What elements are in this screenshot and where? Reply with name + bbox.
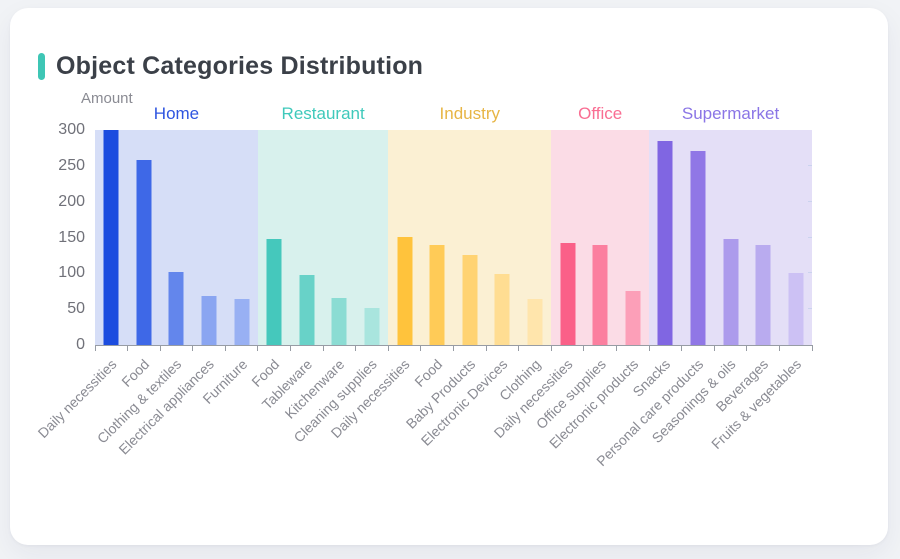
bar-supermarket-seasonings-oils[interactable]: [723, 238, 739, 345]
group-label-supermarket: Supermarket: [681, 104, 780, 123]
bar-restaurant-food[interactable]: [266, 238, 282, 345]
y-axis-title: Amount: [81, 90, 133, 107]
x-axis-tick: [290, 345, 292, 351]
bar-office-office-supplies[interactable]: [592, 245, 608, 345]
bar-industry-clothing[interactable]: [527, 299, 543, 345]
bar-home-daily-necessities[interactable]: [103, 130, 119, 345]
bar-supermarket-fruits-vegetables[interactable]: [788, 272, 804, 345]
x-axis-tick: [811, 345, 813, 351]
y-tick-label: 150: [58, 228, 85, 246]
chart-title: Object Categories Distribution: [56, 52, 424, 80]
x-axis-tick: [713, 345, 715, 351]
plot-area: 0 50 100 150 200 250 300: [58, 121, 813, 353]
right-axis-tick: [808, 308, 812, 310]
bar-restaurant-cleaning-supplies[interactable]: [364, 308, 380, 345]
bar-home-furniture[interactable]: [234, 299, 250, 345]
bar-home-food[interactable]: [136, 160, 152, 345]
bar-restaurant-kitchenware[interactable]: [331, 298, 347, 345]
bar-industry-baby-products[interactable]: [462, 254, 478, 345]
x-axis-tick: [94, 345, 96, 351]
x-axis-tick: [453, 345, 454, 351]
group-label-office: Office: [578, 104, 623, 123]
x-axis-tick: [224, 345, 226, 351]
right-axis-tick: [808, 236, 812, 238]
title-accent-bar: [38, 53, 45, 80]
bar-industry-electronic-devices[interactable]: [494, 274, 510, 345]
x-axis-tick: [778, 345, 780, 351]
y-tick-label: 200: [58, 192, 85, 210]
bar-industry-food[interactable]: [429, 245, 445, 345]
x-axis-tick: [355, 345, 357, 351]
bar-home-clothing-textiles[interactable]: [168, 271, 184, 345]
x-axis-tick: [127, 345, 129, 351]
group-labels-row: Home Restaurant Industry Office Supermarket: [95, 104, 812, 128]
x-axis-tick: [583, 345, 585, 351]
y-tick-label: 100: [58, 264, 85, 282]
bar-office-electronic-products[interactable]: [625, 290, 641, 345]
y-tick-label: 0: [76, 336, 85, 353]
right-axis-tick: [808, 272, 812, 274]
x-axis-tick: [615, 345, 617, 351]
x-axis-tick: [518, 345, 520, 351]
bar-restaurant-tableware[interactable]: [299, 275, 315, 345]
x-axis-tick: [681, 345, 683, 351]
y-tick-label: 50: [67, 300, 85, 318]
bar-supermarket-personal-care-products[interactable]: [690, 150, 706, 345]
x-axis-tick: [648, 345, 650, 351]
bar-home-electrical-appliances[interactable]: [201, 295, 217, 345]
y-tick-label: 250: [58, 156, 85, 174]
x-axis-tick: [387, 345, 389, 351]
right-axis-tick: [808, 200, 812, 202]
x-axis-tick: [322, 345, 324, 351]
bar-industry-daily-necessities[interactable]: [397, 236, 413, 345]
chart-card: Object Categories Distribution Amount Ho…: [10, 8, 888, 545]
x-axis-labels: Daily necessities Food Clothing & textiles…: [35, 347, 812, 537]
x-axis-tick: [159, 345, 161, 351]
x-axis-tick: [420, 345, 422, 351]
bar-supermarket-snacks[interactable]: [657, 141, 673, 345]
bar-office-daily-necessities[interactable]: [560, 242, 576, 345]
y-tick-label: 300: [58, 121, 85, 138]
group-label-industry: Industry: [439, 104, 501, 123]
bar-supermarket-beverages[interactable]: [755, 244, 771, 345]
x-axis-tick: [192, 345, 194, 351]
right-axis-tick: [808, 164, 812, 166]
group-label-restaurant: Restaurant: [281, 104, 365, 123]
x-axis-tick: [550, 345, 552, 351]
x-axis-tick: [485, 345, 487, 351]
group-label-home: Home: [153, 104, 200, 123]
x-axis-tick: [746, 345, 748, 351]
x-axis-tick: [257, 345, 259, 351]
title-row: Object Categories Distribution: [38, 52, 423, 81]
